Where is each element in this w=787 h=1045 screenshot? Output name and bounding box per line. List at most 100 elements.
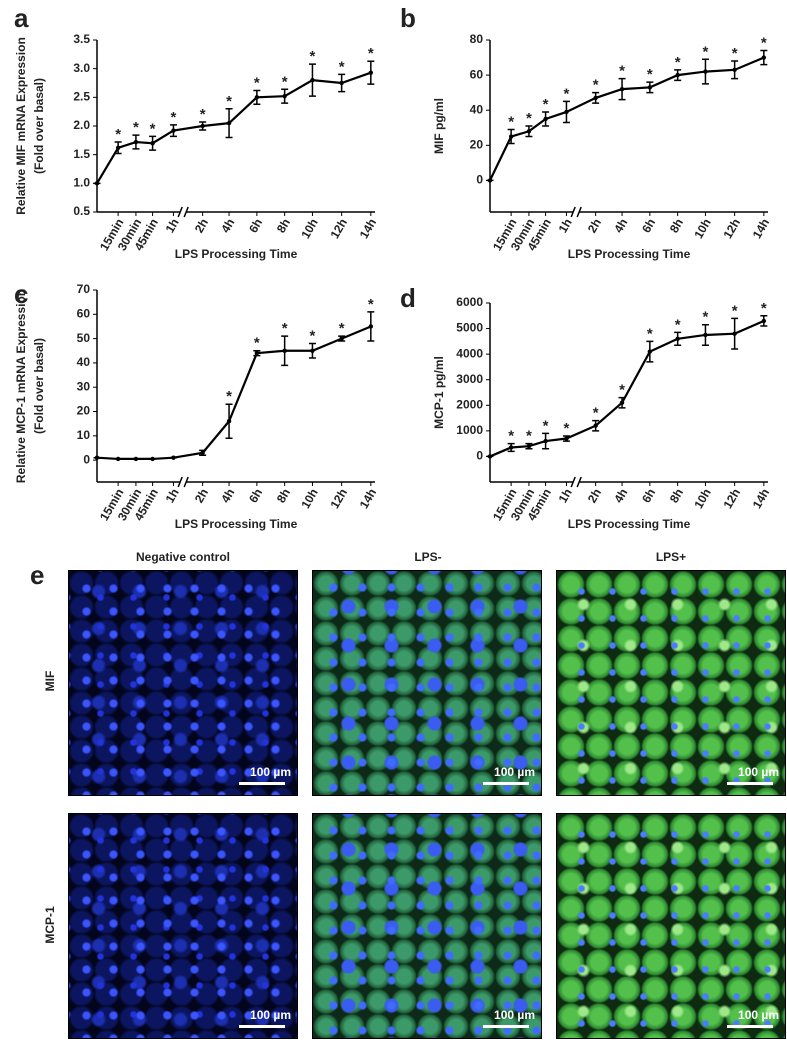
x-tick-label: 6h: [246, 486, 265, 505]
column-header: LPS-: [414, 550, 442, 564]
significance-mark: *: [310, 48, 316, 65]
error-bar: [225, 403, 233, 440]
y-tick-label: 2.5: [73, 90, 90, 104]
error-bar: [281, 88, 289, 104]
y-tick-label: 3.5: [73, 32, 90, 46]
significance-mark: *: [761, 34, 767, 51]
error-bar: [525, 125, 533, 138]
error-bar: [646, 340, 654, 363]
significance-mark: *: [133, 119, 139, 136]
error-bar: [646, 81, 654, 94]
significance-mark: *: [675, 54, 681, 71]
row-label: MCP-1: [43, 906, 57, 944]
axis-break: [183, 476, 189, 488]
x-tick-label: 12h: [721, 216, 743, 241]
column-header: LPS+: [655, 550, 687, 564]
scale-bar-label: 100 µm: [494, 765, 535, 779]
error-bar: [169, 124, 177, 138]
y-tick-label: 0.5: [73, 204, 90, 218]
scale-bar-label: 100 µm: [250, 1008, 291, 1022]
significance-mark: *: [647, 325, 653, 342]
error-bar: [281, 335, 289, 367]
x-tick-label: 6h: [639, 486, 658, 505]
error-bar: [367, 311, 375, 342]
y-tick-label: 3000: [456, 372, 483, 386]
x-tick-label: 2h: [192, 486, 211, 505]
significance-mark: *: [508, 428, 514, 445]
significance-mark: *: [282, 320, 288, 337]
error-bar: [367, 60, 375, 85]
axis-break: [573, 478, 580, 486]
x-tick-label: 2h: [585, 486, 604, 505]
y-tick-label: 2.0: [73, 118, 90, 132]
y-tick-label: 0: [83, 452, 90, 466]
x-axis-label: LPS Processing Time: [175, 247, 298, 261]
axis-break: [576, 206, 582, 218]
significance-mark: *: [171, 109, 177, 126]
significance-mark: *: [150, 120, 156, 137]
significance-mark: *: [339, 58, 345, 75]
error-bar: [525, 442, 533, 450]
y-tick-label: 1.5: [73, 147, 90, 161]
scale-bar-label: 100 µm: [738, 765, 779, 779]
x-tick-label: 6h: [639, 216, 658, 235]
panel-label: d: [400, 283, 416, 313]
panel-label: e: [30, 560, 45, 590]
y-axis-label: Relative MCP-1 mRNA Expression: [14, 289, 28, 483]
y-axis-label: Relative MIF mRNA Expression: [14, 37, 28, 215]
data-line: [489, 319, 765, 458]
x-tick-label: 2h: [192, 216, 211, 235]
y-axis-label: MCP-1 pg/ml: [432, 356, 446, 429]
x-tick-label: 14h: [750, 216, 772, 241]
significance-mark: *: [254, 74, 260, 91]
y-tick-label: 40: [77, 355, 91, 369]
error-bar: [701, 58, 709, 85]
panel-label: b: [400, 3, 416, 33]
y-tick-label: 2000: [456, 397, 483, 411]
y-tick-label: 3.0: [73, 61, 90, 75]
error-bar: [542, 432, 550, 450]
significance-mark: *: [675, 316, 681, 333]
panel-label: a: [14, 3, 29, 33]
significance-mark: *: [543, 417, 549, 434]
y-tick-label: 10: [77, 428, 91, 442]
micrograph: 100 µm: [312, 813, 542, 1039]
significance-mark: *: [593, 77, 599, 94]
significance-mark: *: [508, 113, 514, 130]
x-tick-label: 14h: [357, 216, 379, 241]
y-tick-label: 20: [470, 137, 484, 151]
error-bar: [592, 419, 600, 432]
y-tick-label: 70: [77, 282, 91, 296]
significance-mark: *: [200, 106, 206, 123]
significance-mark: *: [619, 63, 625, 80]
error-bar: [542, 111, 550, 127]
x-axis-label: LPS Processing Time: [568, 247, 691, 261]
error-bar: [592, 91, 600, 104]
axis-break: [177, 206, 183, 218]
axis-break: [570, 476, 576, 488]
data-line: [96, 71, 372, 184]
error-bar: [731, 317, 739, 350]
micrograph: 100 µm: [556, 813, 786, 1039]
axis-break: [183, 206, 189, 218]
error-bar: [132, 134, 140, 150]
error-bar: [253, 350, 261, 357]
y-tick-label: 30: [77, 379, 91, 393]
y-tick-label: 60: [77, 306, 91, 320]
error-bar: [338, 335, 346, 342]
x-tick-label: 1h: [556, 486, 575, 505]
y-tick-label: 20: [77, 404, 91, 418]
x-tick-label: 10h: [298, 216, 320, 241]
x-tick-label: 8h: [274, 216, 293, 235]
error-bar: [731, 60, 739, 80]
error-bar: [149, 135, 157, 151]
x-tick-label: 14h: [357, 486, 379, 511]
significance-mark: *: [368, 45, 374, 62]
y-tick-label: 40: [470, 102, 484, 116]
row-label: MIF: [43, 670, 57, 692]
y-axis-label: (Fold over basal): [32, 338, 46, 434]
error-bar: [338, 73, 346, 93]
y-tick-label: 50: [77, 331, 91, 345]
y-tick-label: 1.0: [73, 176, 90, 190]
